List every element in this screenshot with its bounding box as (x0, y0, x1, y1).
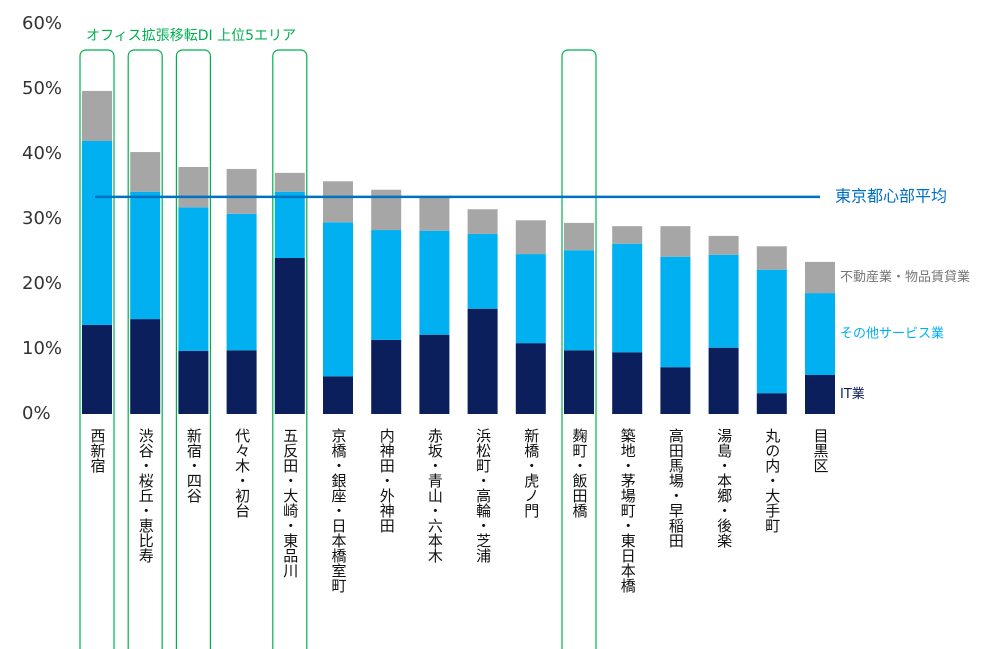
bar-segment (515, 220, 546, 255)
x-tick-label: 赤坂・青山・六本木 (426, 428, 444, 563)
bar-segment (515, 343, 546, 414)
bar-segment (612, 352, 643, 414)
highlight-box (175, 49, 211, 649)
legend-label: その他サービス業 (840, 326, 944, 342)
bar-segment (82, 141, 112, 325)
y-tick-label: 20% (22, 273, 62, 294)
bar-segment (756, 246, 787, 270)
x-tick-label: 代々木・初台 (233, 428, 251, 518)
bar-segment (130, 319, 161, 414)
bar-segment (660, 367, 691, 414)
bar-segment (805, 261, 835, 294)
bar-segment (564, 350, 594, 414)
x-tick-label: 内神田・外神田 (378, 428, 396, 533)
bar-segment (756, 393, 787, 414)
bar-segment (805, 293, 835, 375)
bar-segment (226, 213, 257, 351)
bar-segment (708, 254, 739, 348)
bar-segment (130, 152, 161, 192)
highlight-box (79, 49, 115, 649)
x-tick-label: 新橋・虎ノ門 (522, 428, 540, 519)
bar-segment (226, 168, 257, 214)
y-tick-label: 0% (22, 403, 51, 424)
x-tick-label: 浜松町・高輪・芝浦 (474, 428, 492, 564)
highlight-box (272, 49, 308, 649)
x-tick-label: 西新宿 (89, 428, 107, 473)
legend-label: IT業 (840, 386, 865, 402)
bar-segment (323, 181, 353, 223)
bar-segment (226, 350, 257, 414)
x-tick-label: 丸の内・大手町 (763, 428, 781, 533)
y-tick-label: 60% (22, 13, 62, 34)
bar-segment (323, 222, 353, 377)
y-tick-label: 10% (22, 338, 62, 359)
bar-segment (178, 350, 209, 414)
x-tick-label: 五反田・大崎・東品川 (281, 428, 299, 578)
bar-segment (419, 230, 450, 335)
highlight-box (561, 49, 597, 649)
highlight-box (127, 49, 163, 649)
bar-segment (274, 172, 305, 192)
bar-segment (515, 254, 546, 344)
y-tick-label: 30% (22, 208, 62, 229)
x-tick-label: 渋谷・桜丘・恵比寿 (137, 428, 155, 563)
bar-segment (467, 233, 498, 309)
x-tick-label: 湯島・本郷・後楽 (715, 428, 733, 548)
y-tick-label: 40% (22, 143, 62, 164)
bar-segment (419, 196, 450, 231)
bar-segment (82, 90, 112, 141)
bar-segment (805, 375, 835, 414)
bar-segment (82, 324, 112, 414)
bar-segment (564, 222, 594, 251)
bar-segment (660, 226, 691, 257)
bar-segment (612, 243, 643, 353)
x-tick-label: 麹町・飯田橋 (571, 427, 589, 518)
bar-segment (130, 191, 161, 320)
bar-segment (178, 207, 209, 351)
bar-segment (708, 347, 739, 414)
y-tick-label: 50% (22, 78, 62, 99)
bar-segment (371, 230, 402, 340)
bar-segment (371, 339, 402, 414)
bar-segment (323, 376, 353, 414)
x-tick-label: 高田馬場・早稲田 (667, 428, 685, 548)
legend-label: 不動産業・物品賃貸業 (840, 269, 970, 285)
bar-segment (419, 334, 450, 414)
bar-segment (564, 250, 594, 351)
bar-segment (467, 209, 498, 234)
annotation: オフィス拡張移転DI 上位5エリア (86, 28, 296, 44)
bar-segment (178, 167, 209, 208)
x-tick-label: 築地・茅場町・東日本橋 (619, 427, 637, 593)
bar-segment (467, 308, 498, 414)
bar-segment (612, 226, 643, 244)
reference-label: 東京都心部平均 (835, 186, 947, 205)
bar-segment (660, 256, 691, 368)
bar-segment (756, 269, 787, 394)
x-tick-label: 目黒区 (812, 428, 830, 473)
bar-segment (708, 235, 739, 255)
x-tick-label: 新宿・四谷 (185, 428, 203, 503)
bar-segment (274, 258, 305, 414)
bar-segment (274, 191, 305, 258)
x-tick-label: 京橋・銀座・日本橋室町 (330, 428, 348, 593)
